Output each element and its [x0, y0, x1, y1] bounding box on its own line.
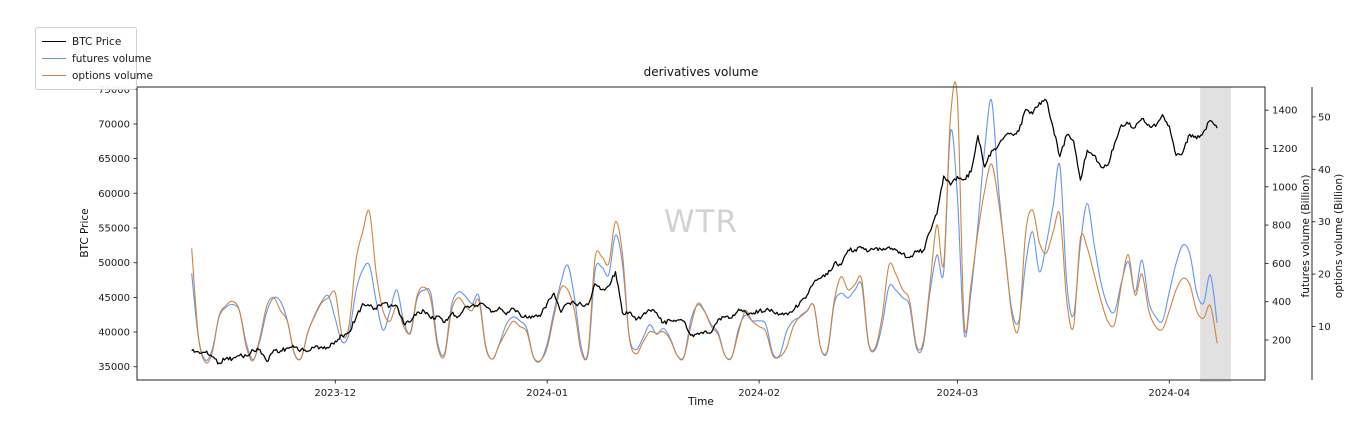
y-tick-label-options: 50	[1318, 112, 1331, 123]
y-tick-label-futures: 400	[1272, 297, 1291, 308]
y-tick-label-btc: 45000	[98, 293, 130, 304]
y-tick-label-btc: 55000	[98, 224, 130, 235]
series-line-options-volume	[191, 81, 1218, 364]
x-tick-label: 2023-12	[314, 388, 356, 399]
plot-frame	[136, 86, 1266, 381]
y-tick-label-btc: 50000	[98, 258, 130, 269]
y-tick-label-options: 20	[1318, 270, 1331, 281]
y-tick-label-btc: 35000	[98, 362, 130, 373]
legend-item-btc-price: BTC Price	[42, 33, 130, 50]
y-tick-label-futures: 1400	[1272, 106, 1297, 117]
y-tick-label-futures: 800	[1272, 221, 1291, 232]
y-tick-label-futures: 600	[1272, 259, 1291, 270]
series-line-btc-price	[191, 98, 1218, 365]
legend-line-swatch-options-volume	[42, 75, 66, 76]
legend-item-label: BTC Price	[72, 35, 122, 48]
y-tick-label-futures: 1200	[1272, 144, 1297, 155]
y-tick-label-options: 30	[1318, 217, 1331, 228]
series-line-futures-volume	[191, 99, 1218, 363]
y-tick-label-futures: 200	[1272, 336, 1291, 347]
legend-line-swatch-btc-price	[42, 41, 66, 42]
y-tick-label-options: 10	[1318, 322, 1331, 333]
y-tick-label-btc: 75000	[98, 85, 130, 96]
x-tick-label: 2024-03	[937, 388, 979, 399]
x-axis-label: Time	[688, 396, 714, 408]
y-tick-label-options: 40	[1318, 165, 1331, 176]
y-axis-label-futures-volume: futures volume (Billion)	[1300, 174, 1312, 298]
y-tick-label-btc: 60000	[98, 189, 130, 200]
x-tick-label: 2024-02	[738, 388, 780, 399]
y-tick-label-btc: 65000	[98, 154, 130, 165]
y-tick-label-btc: 70000	[98, 120, 130, 131]
y-tick-label-futures: 1000	[1272, 182, 1297, 193]
legend: BTC Price futures volume options volume	[35, 27, 153, 90]
legend-line-swatch-futures-volume	[42, 58, 66, 59]
watermark: WTR	[663, 204, 739, 240]
y-axis-label-options-volume: options volume (Billion)	[1333, 173, 1345, 299]
x-tick-label: 2024-04	[1148, 388, 1190, 399]
chart-title: derivatives volume	[643, 65, 759, 79]
legend-item-options-volume: options volume	[42, 67, 153, 84]
legend-item-label: options volume	[72, 69, 153, 82]
y-axis-label-btc-price: BTC Price	[79, 208, 91, 258]
x-tick-label: 2024-01	[526, 388, 568, 399]
legend-item-label: futures volume	[72, 52, 152, 65]
y-tick-label-btc: 40000	[98, 328, 130, 339]
legend-item-futures-volume: futures volume	[42, 50, 151, 67]
